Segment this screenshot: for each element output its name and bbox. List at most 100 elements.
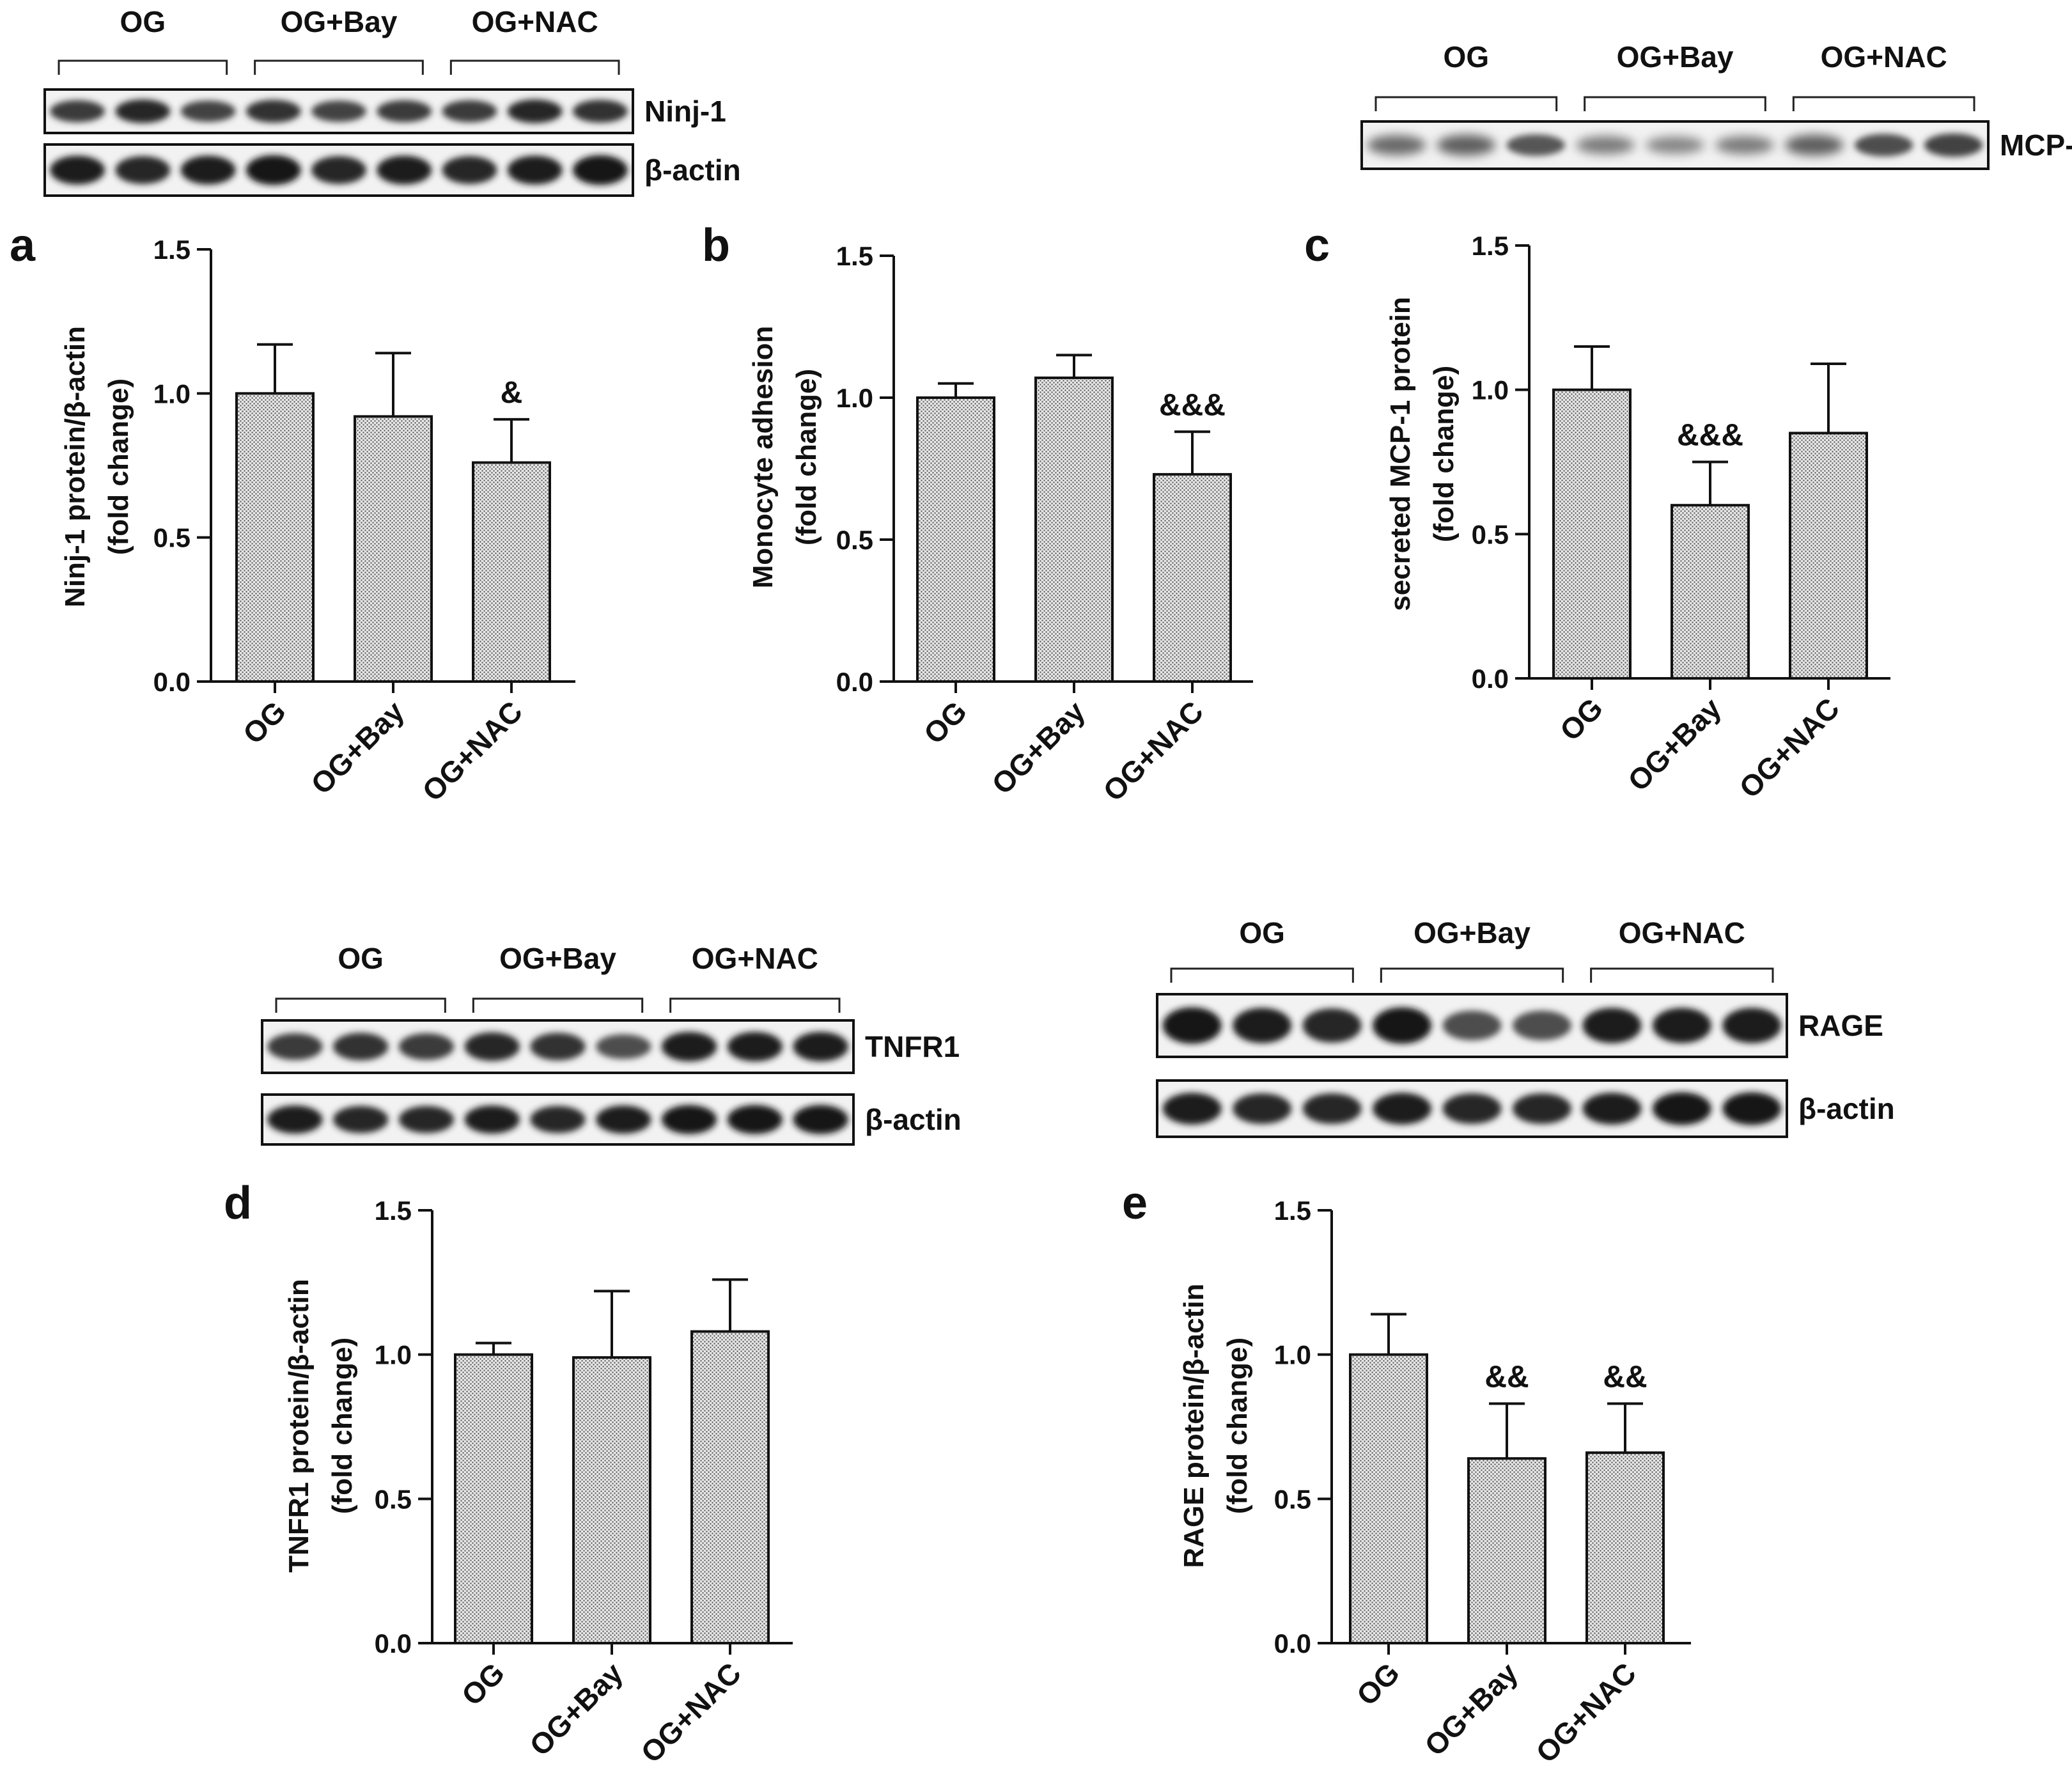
significance-label: && [1484, 1360, 1529, 1394]
blot-band [1722, 1092, 1782, 1125]
blot-band [1442, 1093, 1502, 1125]
blot-band [1367, 135, 1426, 155]
blot-band [1652, 1092, 1711, 1125]
x-tick-label: OG+Bay [523, 1656, 629, 1762]
panel-letter: b [702, 220, 730, 271]
blot-band [572, 100, 628, 123]
y-axis-label: (fold change) [327, 1338, 358, 1514]
y-tick-label: 0.5 [1472, 519, 1509, 549]
y-axis-label: (fold change) [1222, 1338, 1253, 1514]
x-tick-label: OG+Bay [985, 694, 1091, 800]
blot-band [1512, 1093, 1571, 1125]
y-tick-label: 1.0 [836, 383, 873, 413]
bar [1467, 1457, 1546, 1645]
blot-band [1302, 1093, 1362, 1125]
blot-group-label: OG+Bay [499, 942, 616, 975]
panel-letter: c [1304, 220, 1330, 271]
bar [690, 1330, 770, 1645]
x-tick-label: OG+Bay [1418, 1656, 1524, 1762]
blot-band [377, 155, 432, 185]
blot-row: β-actin [1156, 1079, 1895, 1138]
blot-row-label: Ninj-1 [644, 95, 726, 128]
blot-bracket [1792, 96, 1975, 111]
blot-band [311, 100, 366, 122]
blot-band [1576, 136, 1635, 155]
blot-group-label: OG+NAC [1821, 40, 1947, 74]
y-tick-label: 1.0 [375, 1340, 412, 1370]
bar [572, 1356, 651, 1644]
blot-row: β-actin [43, 143, 741, 197]
blot-band [398, 1105, 455, 1134]
panel-letter: e [1122, 1178, 1148, 1229]
blot-band [464, 1105, 520, 1134]
x-tick-label: OG+NAC [1096, 694, 1210, 808]
blot-row-label: MCP-1 [2000, 129, 2072, 162]
blot-row: β-actin [261, 1093, 962, 1146]
blot-row-label: TNFR1 [865, 1030, 960, 1063]
blot-group-label: OG [1444, 40, 1490, 74]
y-tick-label: 1.5 [1472, 231, 1509, 261]
blot-band [507, 155, 563, 185]
blot-band [1924, 133, 1983, 157]
x-tick-label: OG [917, 694, 973, 750]
blot-band [572, 155, 628, 185]
y-tick-label: 1.0 [153, 378, 191, 409]
blot-band [377, 100, 432, 123]
blot-band [245, 100, 301, 123]
significance-label: &&& [1677, 419, 1743, 453]
blot-band [507, 99, 563, 123]
blot-band [1437, 134, 1496, 156]
blot-band [50, 100, 105, 123]
blot-band [180, 155, 236, 185]
bar [354, 415, 433, 683]
chart-d: d 0.0 0.5 1.0 1.5 TNFR1 protein/β-actin (fold … [224, 1178, 793, 1769]
x-tick-label: OG [1350, 1656, 1406, 1712]
blot-bracket [1170, 967, 1354, 983]
bar [1034, 376, 1114, 683]
blot-band [727, 1105, 783, 1134]
blot-band [1302, 1008, 1362, 1043]
blot-band [793, 1031, 848, 1062]
blot-ninj1: OG OG+Bay OG+NAC Ninj-1 β-actin [43, 5, 741, 197]
blot-band [245, 155, 301, 185]
blot-row-label: RAGE [1798, 1009, 1883, 1042]
y-tick-label: 0.0 [375, 1628, 412, 1658]
blot-band [442, 100, 497, 123]
chart-e: e 0.0 0.5 1.0 1.5 RAGE protein/β-actin (fold c… [1122, 1178, 1691, 1769]
y-tick-label: 1.5 [153, 235, 191, 265]
blot-band [661, 1031, 717, 1062]
x-tick-label: OG [1554, 691, 1609, 747]
blot-bracket [669, 997, 841, 1013]
y-axis-label: (fold change) [103, 378, 134, 555]
bar [1789, 432, 1868, 680]
blot-band [50, 155, 105, 185]
blot-group-label: OG+NAC [1619, 916, 1745, 949]
y-tick-label: 0.0 [1274, 1628, 1311, 1658]
blot-row: TNFR1 [261, 1019, 960, 1074]
y-tick-label: 1.5 [836, 241, 873, 271]
blot-group-label: OG+Bay [1414, 916, 1531, 949]
blot-row-label: β-actin [644, 153, 741, 187]
blot-group-label: OG+Bay [281, 5, 398, 38]
blot-band [1373, 1093, 1432, 1125]
blot-band [1582, 1093, 1642, 1125]
panel-letter: d [224, 1178, 252, 1229]
blot-group-label: OG [1239, 916, 1285, 949]
blot-band [1373, 1007, 1432, 1044]
blot-band [1162, 1007, 1222, 1044]
y-tick-label: 1.5 [1274, 1196, 1311, 1226]
y-tick-label: 1.0 [1472, 375, 1509, 405]
y-tick-label: 0.0 [1472, 664, 1509, 694]
blot-band [1512, 1010, 1571, 1041]
bar [472, 461, 551, 683]
panel-letter: a [10, 220, 36, 271]
blot-band [1233, 1093, 1292, 1125]
blot-bracket [449, 59, 620, 75]
bar [1153, 472, 1232, 683]
blot-row: MCP-1 [1360, 120, 2072, 170]
bar [1349, 1353, 1428, 1645]
blot-band [727, 1031, 783, 1062]
blot-band [333, 1105, 389, 1134]
y-axis-label: Monocyte adhesion [747, 326, 779, 589]
